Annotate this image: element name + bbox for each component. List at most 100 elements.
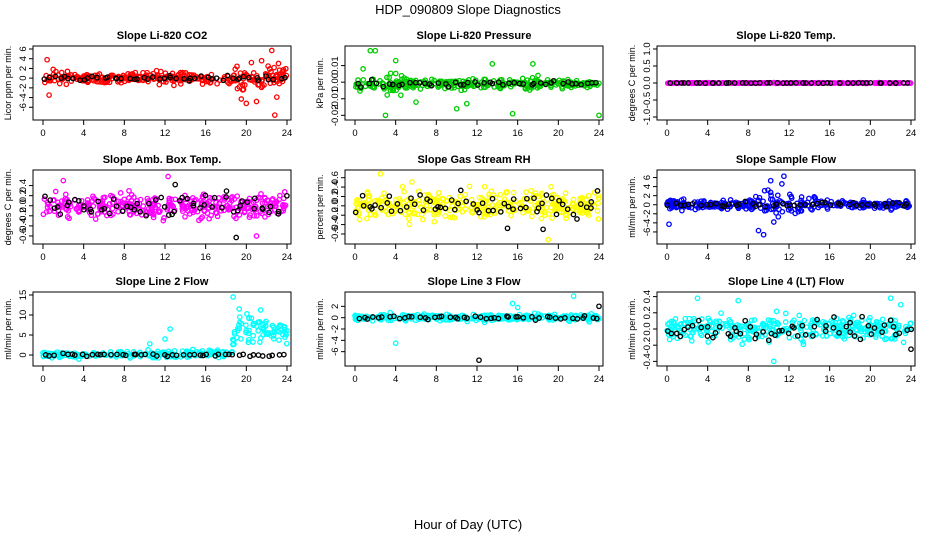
data-point (756, 80, 763, 86)
data-point (681, 80, 688, 86)
data-point (811, 323, 818, 330)
y-axis-label: Licor ppm per min. (3, 46, 13, 121)
data-point (436, 189, 442, 196)
data-point (449, 214, 456, 220)
data-point (720, 197, 727, 204)
data-point (403, 204, 410, 210)
data-point (872, 334, 879, 340)
data-point (553, 211, 560, 218)
data-point (453, 105, 460, 112)
x-tick-label: 0 (352, 128, 357, 139)
data-point (142, 351, 149, 358)
y-tick-label: 0.0 (330, 199, 341, 212)
data-point (222, 351, 229, 358)
x-tick-label: 4 (81, 374, 86, 385)
data-point (882, 200, 888, 207)
data-point (372, 202, 378, 208)
data-point (514, 304, 521, 311)
data-point (476, 209, 482, 216)
data-point (241, 209, 248, 216)
data-point (746, 336, 752, 343)
data-point (673, 200, 679, 207)
data-point (873, 318, 880, 325)
data-point (792, 333, 798, 340)
series-all (40, 294, 290, 362)
data-point (81, 203, 87, 209)
data-point (92, 216, 99, 222)
data-point (360, 66, 366, 72)
data-point (872, 203, 879, 209)
x-tick-label: 24 (906, 128, 917, 139)
data-point (404, 85, 410, 91)
data-point (883, 203, 890, 210)
data-point (437, 204, 444, 211)
data-point (479, 200, 486, 207)
data-point (464, 79, 471, 86)
data-point (802, 332, 809, 338)
data-point (850, 199, 857, 206)
data-point (182, 213, 188, 220)
data-point (678, 80, 685, 86)
data-point (482, 200, 489, 207)
data-point (52, 188, 59, 195)
data-point (121, 78, 128, 85)
y-axis-label: ml/min per min. (627, 176, 637, 238)
data-point (78, 197, 85, 204)
data-point (130, 194, 137, 201)
data-point (236, 314, 243, 320)
panel-4: Slope Amb. Box Temp. 0 4 8 12 16 20 24 -0.6-0.4-… (3, 154, 292, 263)
data-point (359, 192, 366, 199)
y-tick-label: -0.5 (642, 92, 653, 108)
figure-title: HDP_090809 Slope Diagnostics (375, 2, 561, 17)
data-point (160, 217, 167, 224)
data-point (750, 328, 756, 335)
data-point (463, 198, 470, 205)
data-point (489, 80, 496, 87)
data-point (126, 187, 132, 194)
data-point (64, 68, 71, 75)
data-point (889, 200, 896, 206)
data-point (739, 80, 746, 86)
data-point (271, 112, 278, 118)
data-point (481, 183, 488, 190)
series-hourly (356, 303, 602, 364)
data-point (89, 351, 96, 358)
data-point (230, 337, 237, 344)
data-point (756, 201, 762, 208)
data-point (271, 64, 277, 71)
y-tick-label: 2 (642, 193, 653, 198)
data-point (371, 212, 378, 218)
data-point (669, 323, 676, 330)
data-point (240, 203, 247, 210)
data-point (546, 314, 553, 320)
panel-2: Slope Li-820 Pressure 0 4 8 12 16 20 24 -0.02-0.… (315, 30, 604, 139)
data-point (786, 334, 793, 341)
data-point (753, 331, 760, 338)
x-tick-label: 24 (282, 128, 293, 139)
data-point (260, 332, 266, 338)
data-point (58, 69, 65, 76)
y-axis-label: percent per min. (315, 174, 325, 239)
data-point (772, 332, 778, 339)
data-point (391, 313, 397, 320)
data-point (228, 195, 235, 201)
data-point (455, 200, 461, 207)
data-point (392, 70, 399, 77)
data-point (358, 84, 364, 90)
data-point (435, 204, 441, 210)
data-point (226, 351, 232, 358)
data-point (688, 338, 695, 344)
data-point (486, 194, 493, 201)
data-point (406, 221, 413, 228)
data-point (189, 195, 196, 201)
y-axis-label: ml/min per min. (315, 298, 325, 360)
plot-frame (656, 169, 916, 245)
y-tick-label: 0.2 (330, 190, 341, 203)
data-point (89, 73, 95, 80)
y-tick-label: -2 (18, 84, 29, 92)
data-point (165, 212, 172, 218)
data-point (563, 212, 570, 218)
data-point (198, 215, 204, 222)
data-point (264, 203, 271, 210)
data-point (764, 80, 770, 86)
